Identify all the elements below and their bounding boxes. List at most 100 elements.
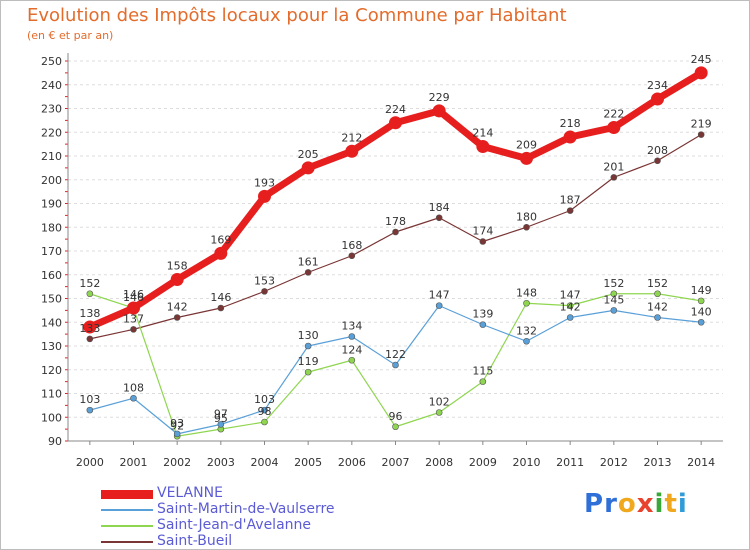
data-point (173, 314, 181, 321)
data-label: 234 (647, 79, 668, 92)
data-point (173, 430, 181, 438)
data-label: 103 (254, 393, 275, 406)
logo-letter: r (604, 489, 618, 519)
data-label: 158 (167, 260, 188, 273)
data-label: 146 (123, 288, 144, 301)
data-label: 153 (254, 274, 275, 287)
data-label: 140 (691, 305, 712, 318)
logo-letter: o (617, 489, 637, 519)
data-label: 208 (647, 144, 668, 157)
data-point (304, 368, 312, 376)
data-point (392, 423, 399, 431)
logo-letter: i (677, 489, 688, 519)
data-point (83, 320, 97, 334)
data-label: 122 (385, 348, 406, 361)
data-label: 133 (79, 322, 100, 335)
data-point (697, 297, 705, 305)
data-point (130, 394, 137, 402)
legend-swatch (101, 525, 153, 527)
data-point (389, 116, 402, 130)
data-label: 224 (385, 103, 406, 116)
series-3 (86, 131, 705, 343)
data-point (566, 314, 574, 321)
y-tick-label: 160 (41, 269, 62, 282)
y-tick-label: 210 (41, 150, 62, 163)
data-point (130, 326, 137, 333)
data-label: 124 (341, 343, 362, 356)
data-label: 147 (560, 289, 581, 302)
data-label: 212 (341, 131, 362, 144)
data-label: 152 (603, 277, 624, 290)
y-tick-label: 250 (41, 55, 62, 68)
y-tick-label: 170 (41, 245, 62, 258)
data-label: 178 (385, 215, 406, 228)
y-tick-label: 140 (41, 316, 62, 329)
y-tick-label: 110 (41, 388, 62, 401)
data-label: 103 (79, 393, 100, 406)
data-label: 146 (123, 291, 144, 304)
grid (68, 60, 723, 442)
data-label: 130 (298, 329, 319, 342)
logo-letter: P (584, 489, 605, 519)
data-label: 174 (472, 225, 493, 238)
data-point (654, 290, 661, 298)
legend-label: Saint-Bueil (157, 533, 233, 549)
data-point (127, 301, 140, 315)
x-tick-label: 2014 (687, 456, 715, 469)
proxiti-logo: Proxiti (584, 489, 688, 519)
x-tick-label: 2010 (513, 456, 541, 469)
data-label: 161 (298, 255, 319, 268)
data-point (523, 337, 530, 345)
y-tick-label: 240 (41, 79, 62, 92)
data-point (217, 304, 225, 312)
data-point (435, 302, 443, 309)
data-point (348, 252, 356, 260)
chart-subtitle: (en € et par an) (27, 29, 114, 42)
y-tick-label: 130 (41, 340, 62, 353)
data-point (523, 299, 530, 307)
logo-letter: t (664, 489, 678, 519)
legend-label: VELANNE (157, 485, 223, 501)
legend-swatch (101, 509, 153, 511)
data-label: 92 (170, 419, 184, 432)
legend-swatch (101, 541, 153, 543)
data-labels: 133 137 142 146 153 161 168 178 184 174 180 187 201 2… (79, 53, 711, 432)
axes: 9010011012013014015016017018019020021022… (41, 53, 723, 469)
data-point (476, 140, 490, 153)
data-point (566, 207, 574, 214)
chart-title: Evolution des Impôts locaux pour la Comm… (27, 5, 567, 26)
data-point (610, 290, 618, 298)
x-tick-label: 2003 (207, 456, 235, 469)
x-tick-label: 2007 (382, 456, 410, 469)
data-point (86, 406, 94, 414)
y-tick-label: 100 (41, 411, 62, 424)
data-label: 219 (691, 118, 712, 131)
data-point (217, 421, 225, 428)
data-point (610, 307, 618, 314)
data-label: 187 (560, 194, 581, 207)
data-point (301, 161, 315, 175)
data-label: 137 (123, 312, 144, 325)
data-label: 147 (429, 289, 450, 302)
data-point (479, 238, 487, 245)
legend-swatch (101, 489, 153, 499)
data-label: 96 (389, 410, 403, 423)
data-label: 98 (258, 405, 272, 418)
data-point (523, 223, 530, 231)
data-point (170, 273, 184, 286)
data-label: 142 (647, 301, 668, 314)
x-tick-label: 2002 (163, 456, 191, 469)
data-label: 148 (516, 286, 537, 299)
data-label: 180 (516, 210, 537, 223)
data-point (304, 269, 312, 276)
data-label: 229 (429, 91, 450, 104)
x-tick-label: 2009 (469, 456, 497, 469)
data-point (86, 290, 94, 298)
data-point (651, 92, 664, 106)
data-label: 102 (429, 396, 450, 409)
data-label: 142 (167, 301, 188, 314)
data-point (258, 189, 271, 203)
data-label: 214 (472, 127, 493, 140)
legend-label: Saint-Martin-de-Vaulserre (157, 501, 335, 517)
